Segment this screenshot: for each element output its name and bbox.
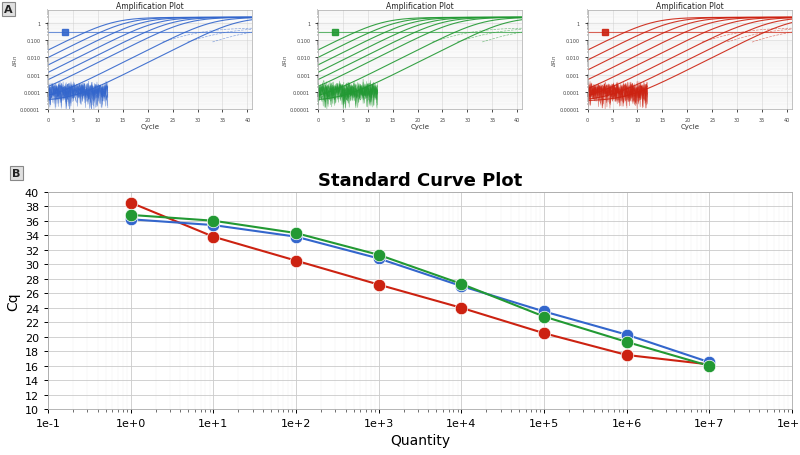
Title: Amplification Plot: Amplification Plot bbox=[116, 2, 184, 10]
X-axis label: Cycle: Cycle bbox=[410, 124, 430, 130]
Title: Amplification Plot: Amplification Plot bbox=[656, 2, 724, 10]
X-axis label: Cycle: Cycle bbox=[680, 124, 699, 130]
Text: A: A bbox=[4, 5, 13, 15]
X-axis label: Cycle: Cycle bbox=[141, 124, 160, 130]
Y-axis label: Cq: Cq bbox=[6, 292, 21, 310]
Y-axis label: $\Delta$Rn: $\Delta$Rn bbox=[281, 55, 289, 67]
Title: Amplification Plot: Amplification Plot bbox=[386, 2, 454, 10]
Y-axis label: $\Delta$Rn: $\Delta$Rn bbox=[10, 55, 18, 67]
Y-axis label: $\Delta$Rn: $\Delta$Rn bbox=[550, 55, 558, 67]
X-axis label: Quantity: Quantity bbox=[390, 433, 450, 447]
Title: Standard Curve Plot: Standard Curve Plot bbox=[318, 172, 522, 189]
Text: B: B bbox=[12, 169, 21, 179]
